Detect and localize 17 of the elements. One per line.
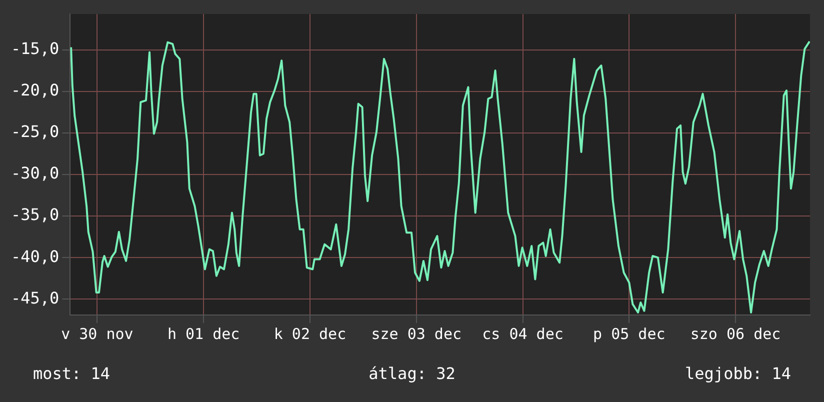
x-tick-label: szo 06 dec <box>690 324 781 343</box>
x-tick-label: p 05 dec <box>593 324 666 343</box>
x-tick-label: sze 03 dec <box>371 324 462 343</box>
y-tick-label: -30,0 <box>10 164 60 183</box>
y-tick-label: -35,0 <box>10 205 60 224</box>
y-tick-label: -20,0 <box>10 80 60 100</box>
x-tick-label: h 01 dec <box>167 324 240 343</box>
x-tick-label: cs 04 dec <box>482 324 564 343</box>
y-tick-label: -40,0 <box>10 246 60 266</box>
text: legjobb: 14 <box>685 364 791 384</box>
y-tick-label: -25,0 <box>10 122 60 142</box>
x-tick-label: k 02 dec <box>274 324 346 343</box>
y-tick-label: -45,0 <box>10 288 60 308</box>
x-tick-label: v 30 nov <box>61 324 134 343</box>
text: átlag: 32 <box>368 364 456 384</box>
text: most: 14 <box>33 364 110 384</box>
y-tick-label: -15,0 <box>10 38 60 58</box>
